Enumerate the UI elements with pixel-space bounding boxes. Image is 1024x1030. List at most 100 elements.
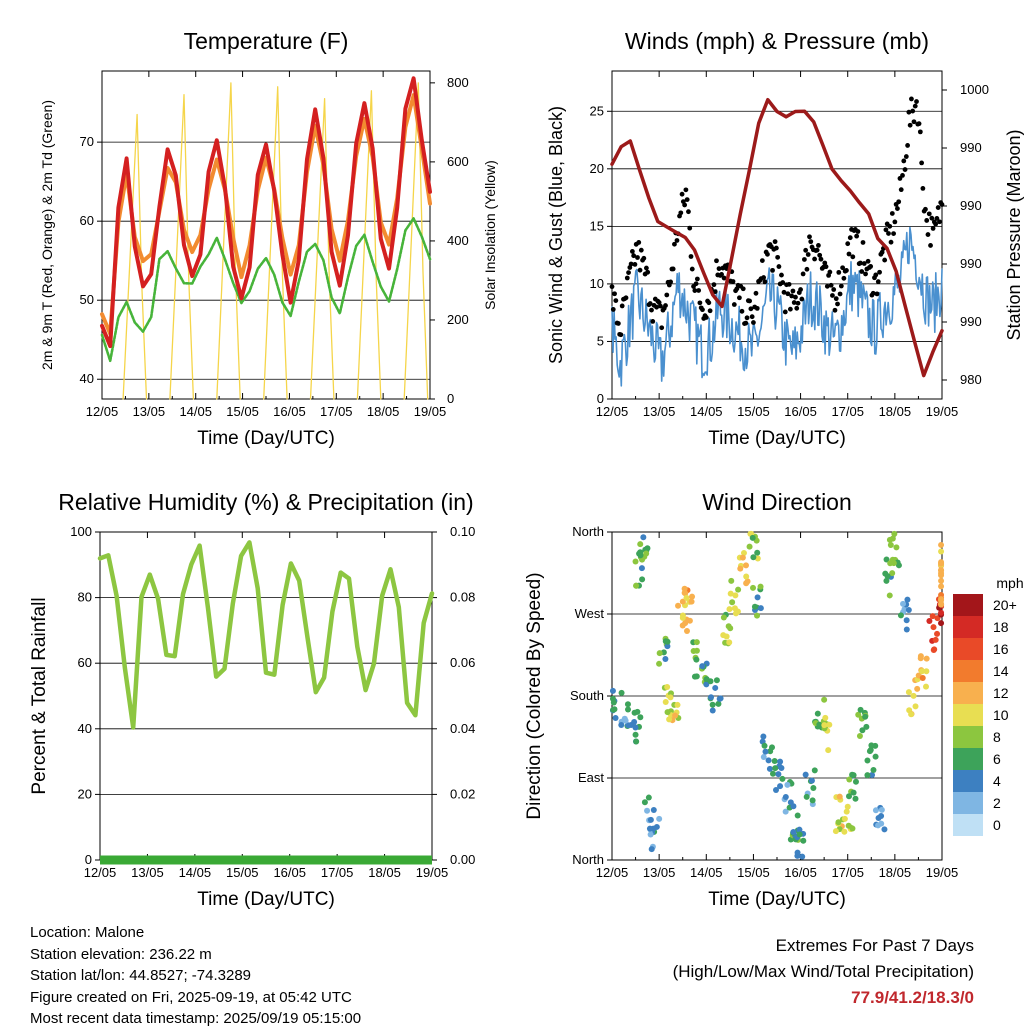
wind-direction-point	[843, 808, 850, 815]
gust-point	[684, 197, 690, 203]
gust-point	[860, 240, 866, 245]
wind-direction-point	[750, 554, 757, 561]
wind-direction-point	[849, 825, 856, 832]
gust-point	[712, 289, 718, 295]
y-right-tick-label: 990	[960, 314, 982, 329]
wind-direction-point	[693, 647, 700, 654]
x-tick-label: 19/05	[926, 404, 959, 419]
wind-direction-point	[757, 605, 764, 612]
wind-direction-point	[766, 765, 773, 772]
x-tick-label: 14/05	[690, 865, 723, 880]
wind-direction-point	[870, 766, 877, 773]
wind-direction-point	[727, 625, 734, 632]
x-tick-label: 12/05	[86, 404, 119, 419]
wind-direction-point	[740, 550, 747, 557]
x-tick-label: 18/05	[367, 404, 400, 419]
wind-direction-point	[878, 820, 885, 827]
gust-point	[636, 240, 642, 245]
wind-direction-point	[938, 577, 945, 584]
y-right-tick-label: 0.10	[450, 524, 475, 539]
y-right-tick-label: 0.04	[450, 721, 475, 736]
wind-direction-point	[905, 606, 912, 613]
wind-direction-point	[790, 828, 797, 835]
gust-point	[836, 269, 842, 275]
wind-direction-point	[726, 606, 733, 613]
y-tick-label: 100	[70, 524, 92, 539]
wind-direction-point	[777, 758, 784, 765]
legend-swatch	[953, 616, 983, 638]
x-tick-label: 13/05	[133, 404, 166, 419]
gust-point	[753, 290, 759, 296]
y-right-tick-label: 0.00	[450, 852, 475, 867]
gust-point	[623, 295, 629, 301]
wind-direction-point	[703, 681, 710, 688]
gust-point	[697, 300, 703, 306]
chart-title: Wind Direction	[702, 489, 852, 515]
wind-direction-point	[743, 573, 750, 580]
gust-point	[615, 321, 621, 326]
wind-direction-point	[900, 600, 907, 607]
wind-direction-point	[887, 541, 894, 548]
x-axis-label: Time (Day/UTC)	[197, 428, 335, 449]
wind-direction-point	[919, 675, 926, 682]
solar-insolation-line	[309, 98, 335, 400]
x-tick-label: 18/05	[368, 865, 401, 880]
gust-point	[798, 287, 803, 292]
wind-direction-point	[923, 683, 930, 690]
gust-point	[683, 187, 689, 193]
y-right-tick-label: 0.06	[450, 655, 475, 670]
gust-point	[619, 303, 625, 309]
wind-direction-point	[618, 722, 625, 729]
x-tick-label: 17/05	[831, 865, 864, 880]
gust-point	[886, 231, 891, 236]
wind-direction-point	[808, 777, 815, 784]
gust-point	[814, 247, 820, 253]
gust-point	[906, 109, 912, 115]
wind-direction-point	[784, 781, 791, 788]
temp-9m-line	[100, 93, 432, 336]
gust-point	[737, 295, 742, 301]
gust-point	[678, 210, 684, 216]
wind-direction-point	[866, 748, 873, 755]
wind-direction-point	[760, 733, 767, 740]
gust-point	[914, 99, 919, 104]
gust-point	[670, 266, 676, 272]
wind-direction-point	[656, 660, 663, 667]
pressure-line	[610, 97, 944, 378]
gust-point	[840, 265, 846, 271]
x-tick-label: 14/05	[179, 404, 212, 419]
gust-point	[762, 279, 768, 285]
wind-direction-point	[803, 793, 810, 800]
gust-point	[887, 223, 893, 229]
x-tick-label: 15/05	[226, 404, 259, 419]
wind-direction-point	[709, 701, 716, 708]
solar-insolation-line	[263, 86, 288, 400]
gust-point	[837, 291, 843, 297]
wind-direction-point	[625, 722, 632, 729]
wind-direction-point	[693, 639, 700, 646]
gust-point	[939, 202, 945, 207]
sonic-wind-line	[611, 226, 943, 387]
wind-direction-point	[726, 639, 733, 646]
x-tick-label: 19/05	[926, 865, 959, 880]
gust-point	[770, 267, 775, 273]
gust-point	[854, 233, 860, 239]
temp-2m-line	[100, 76, 432, 349]
wind-direction-point	[841, 828, 848, 835]
y-tick-label: 20	[590, 161, 604, 176]
gust-point	[672, 241, 677, 247]
wind-direction-point	[679, 622, 686, 629]
gust-point	[706, 300, 712, 306]
wind-direction-point	[640, 534, 647, 541]
wind-direction-point	[650, 806, 657, 813]
gust-point	[761, 275, 767, 280]
gust-point	[888, 239, 894, 245]
gust-point	[694, 276, 700, 282]
wind-direction-point	[938, 620, 945, 627]
y-tick-label: North	[572, 852, 604, 867]
legend-label: 6	[993, 751, 1001, 767]
y-right-tick-label: 980	[960, 372, 982, 387]
wind-direction-point	[715, 700, 722, 707]
gust-point	[645, 269, 651, 275]
wind-direction-point	[746, 543, 753, 550]
